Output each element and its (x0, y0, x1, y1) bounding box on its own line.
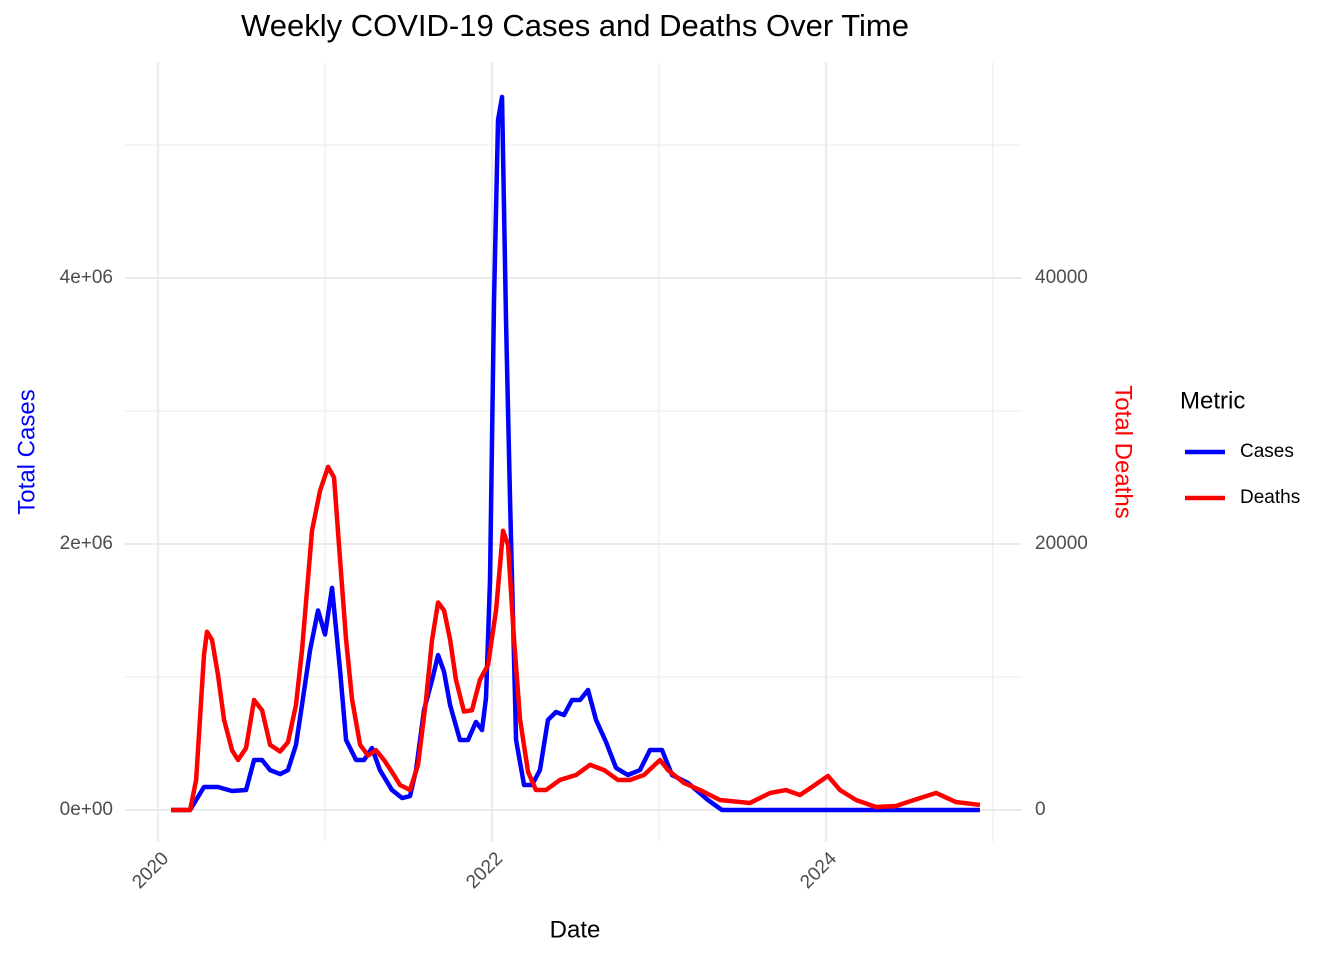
y2-tick-label: 20000 (1035, 533, 1088, 554)
legend-label: Deaths (1240, 487, 1300, 508)
y2-tick-label: 0 (1035, 799, 1046, 820)
y2-axis-title: Total Deaths (1110, 385, 1137, 518)
y2-tick-label: 40000 (1035, 267, 1088, 288)
grid (125, 62, 1022, 842)
line-series (171, 94, 980, 813)
x-axis-title: Date (550, 916, 601, 943)
x-tick-label: 2022 (462, 848, 507, 893)
chart-title: Weekly COVID-19 Cases and Deaths Over Ti… (241, 8, 909, 43)
y-tick-label: 2e+06 (60, 533, 113, 554)
y-tick-label: 4e+06 (60, 267, 113, 288)
x-tick-label: 2024 (796, 848, 841, 893)
legend-label: Cases (1240, 441, 1294, 462)
y-tick-label: 0e+00 (60, 799, 113, 820)
line-series (171, 464, 981, 813)
y-axis-title: Total Cases (13, 389, 40, 514)
legend-title: Metric (1180, 387, 1245, 414)
x-tick-label: 2020 (128, 848, 173, 893)
